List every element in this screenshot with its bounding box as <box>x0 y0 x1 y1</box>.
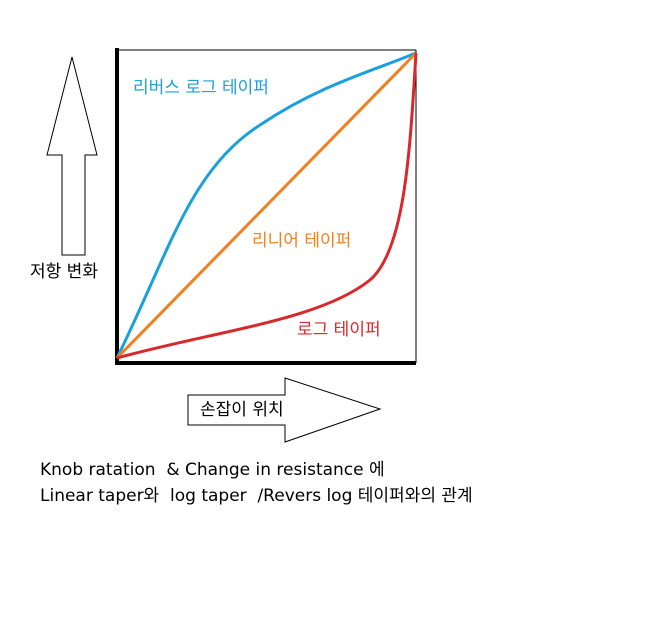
up-arrow <box>46 56 98 256</box>
linear-curve <box>115 51 418 360</box>
reverse-log-curve <box>115 51 417 359</box>
curve-label: 리버스 로그 테이퍼 <box>133 78 269 98</box>
curve-label: 로그 테이퍼 <box>297 320 381 340</box>
right-arrow <box>187 377 382 443</box>
curve-label: 리니어 테이퍼 <box>252 231 351 251</box>
log-curve <box>116 52 418 360</box>
x-label: 손잡이 위치 <box>200 400 284 420</box>
caption-line: Linear taper와 log taper /Revers log 테이퍼와… <box>40 486 473 506</box>
y-label: 저항 변화 <box>30 262 98 282</box>
caption-line: Knob ratation & Change in resistance 에 <box>40 460 385 480</box>
